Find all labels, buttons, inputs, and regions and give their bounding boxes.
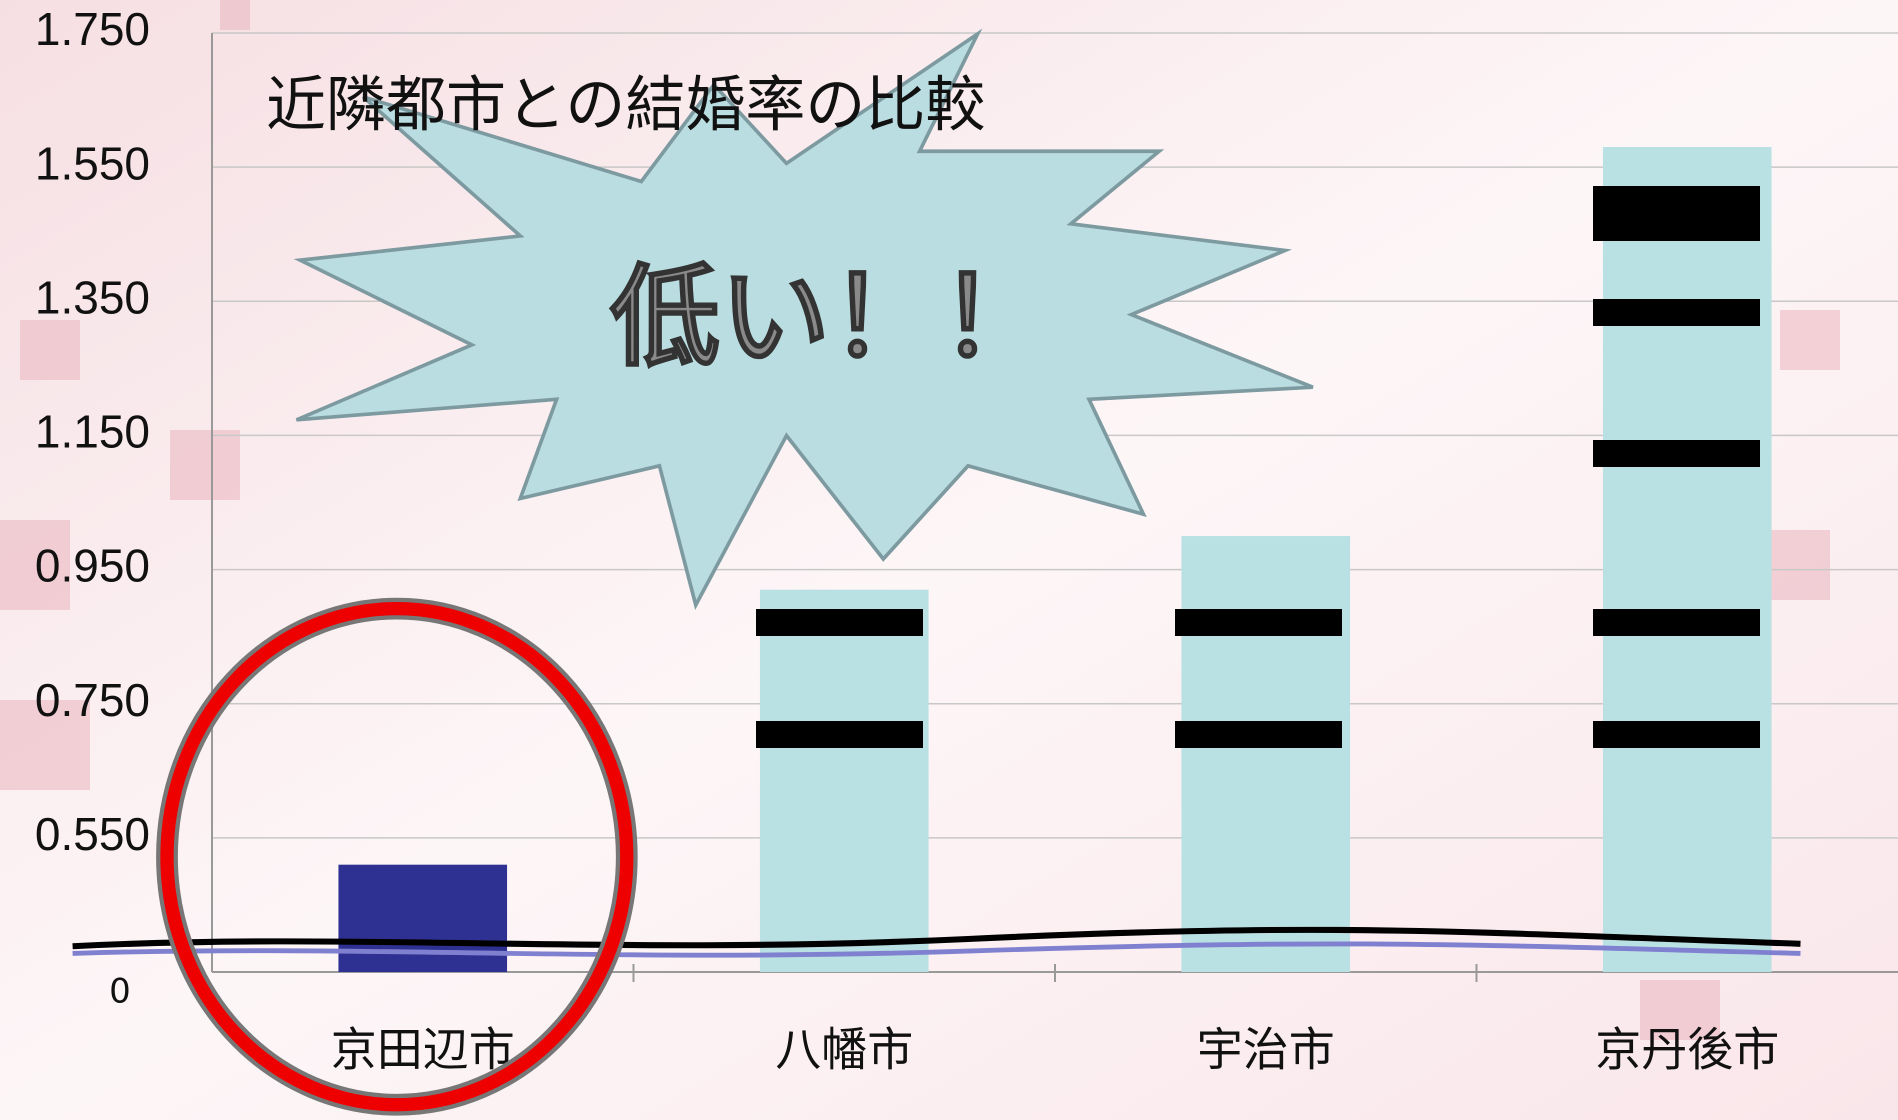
y-tick-label: 1.150: [35, 406, 150, 458]
axis-break-label: 0: [109, 972, 131, 1012]
y-tick-label: 0.550: [35, 808, 150, 860]
starburst: [293, 28, 1314, 610]
bar: [1602, 147, 1772, 972]
x-tick-label: 京丹後市: [1595, 1023, 1779, 1077]
x-tick-label: 京田辺市: [331, 1023, 515, 1077]
bar: [1181, 536, 1351, 972]
chart-title: 近隣都市との結婚率の比較: [266, 71, 985, 141]
y-tick-label: 0.950: [35, 540, 150, 592]
bar-stripes: [756, 186, 1760, 748]
y-tick-label: 1.550: [35, 137, 150, 189]
break-line: [72, 941, 1801, 958]
background-pattern: [0, 0, 1840, 1040]
y-tick-label: 1.350: [35, 271, 150, 323]
y-tick-label: 0.750: [35, 674, 150, 726]
x-tick-label: 宇治市: [1197, 1023, 1335, 1077]
highlight-ring: [160, 601, 634, 1112]
decoration: [72, 28, 1801, 1116]
bar: [338, 864, 508, 972]
x-tick-label: 八幡市: [775, 1023, 913, 1077]
y-tick-label: 1.750: [35, 3, 150, 55]
callout-text: 低い！！: [610, 253, 1050, 381]
bar: [759, 589, 929, 972]
break-line: [72, 926, 1801, 950]
